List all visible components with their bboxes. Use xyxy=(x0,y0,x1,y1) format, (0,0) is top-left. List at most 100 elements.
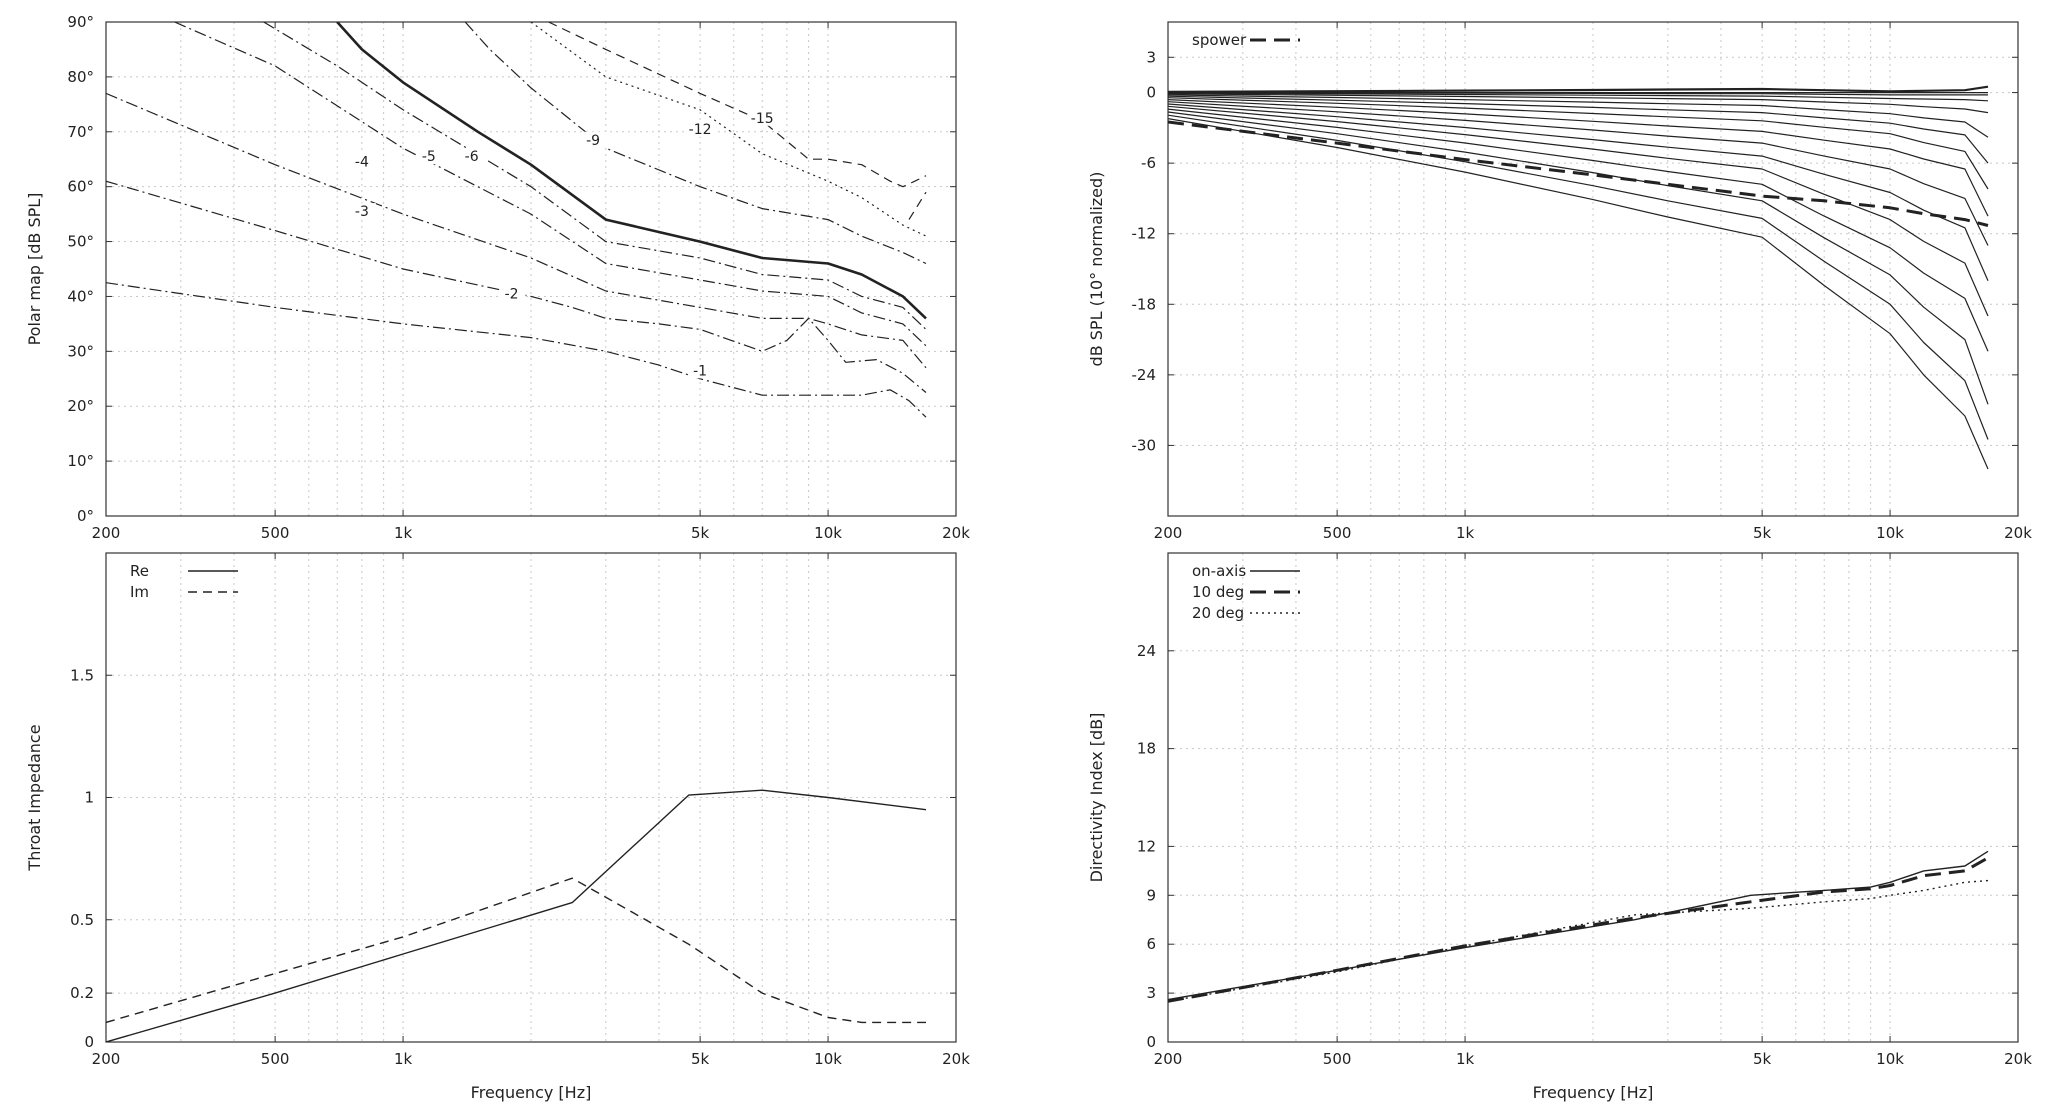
series-line-Re xyxy=(106,789,927,1042)
contour-label: -5 xyxy=(422,149,436,165)
contour-label-bg xyxy=(581,131,608,148)
y-tick-label: -18 xyxy=(1132,295,1157,313)
legend-label: 10 deg xyxy=(1192,583,1244,601)
y-tick-label: -6 xyxy=(1141,154,1156,172)
y-tick-label: 1.5 xyxy=(70,666,94,684)
x-tick-label: 200 xyxy=(1154,524,1183,542)
series-line--2 xyxy=(106,180,927,393)
contour-label: -3 xyxy=(355,204,369,220)
x-axis-label: Frequency [Hz] xyxy=(1533,1083,1654,1102)
grid-lines xyxy=(1168,22,2018,516)
plot-frame xyxy=(1167,552,2019,1043)
legend-label: 20 deg xyxy=(1192,604,1244,622)
series-line--12 xyxy=(548,22,927,188)
legend: on-axis 10 deg 20 deg xyxy=(1192,562,1300,622)
y-tick-label: 3 xyxy=(1146,48,1156,66)
y-axis-label: Throat Impedance xyxy=(25,724,44,871)
legend-label: Re xyxy=(130,562,149,580)
plot-frame xyxy=(1167,21,2019,517)
x-tick-label: 500 xyxy=(261,1050,290,1068)
plot-area: -1 -2 -3 -4 -5 -6 -9 -12 -15 xyxy=(106,22,927,418)
y-tick-label: 18 xyxy=(1137,740,1156,758)
y-tick-label: -24 xyxy=(1132,366,1157,384)
plot-area xyxy=(1168,85,1989,470)
y-tick-label: 6 xyxy=(1146,935,1156,953)
y-tick-label: 20° xyxy=(67,397,94,415)
series-line-9 xyxy=(908,191,927,220)
x-tick-label: 20k xyxy=(942,1050,970,1068)
series-line--3 xyxy=(106,92,927,369)
contour-label-bg xyxy=(750,109,777,126)
series-line--9 xyxy=(464,22,927,265)
legend-label: on-axis xyxy=(1192,562,1246,580)
series-line-10 xyxy=(1168,103,1989,282)
legend: spower xyxy=(1192,31,1300,49)
legend: Re Im xyxy=(130,562,238,601)
y-tick-label: 0 xyxy=(1146,1033,1156,1051)
y-tick-label: 40° xyxy=(67,287,94,305)
series-line-20 deg xyxy=(1168,879,1989,1002)
y-axis-label: dB SPL (10° normalized) xyxy=(1087,172,1106,367)
legend-label: spower xyxy=(1192,31,1247,49)
plot-area xyxy=(106,789,927,1042)
series-line-0 xyxy=(1168,85,1989,93)
y-tick-label: 24 xyxy=(1137,642,1156,660)
grid-lines xyxy=(106,553,956,1042)
y-tick-label: 3 xyxy=(1146,984,1156,1002)
contour-label: -15 xyxy=(751,111,774,127)
series-line-5 xyxy=(1168,94,1989,138)
contour-label-bg xyxy=(349,153,376,170)
contour-label-bg xyxy=(688,120,715,137)
y-tick-label: 1 xyxy=(84,789,94,807)
contour-label: -9 xyxy=(586,133,600,149)
x-tick-label: 20k xyxy=(2004,1050,2032,1068)
x-tick-label: 10k xyxy=(814,524,842,542)
y-tick-label: 30° xyxy=(67,342,94,360)
x-tick-label: 20k xyxy=(2004,524,2032,542)
x-tick-label: 1k xyxy=(1456,524,1475,542)
contour-label: -12 xyxy=(689,122,712,138)
x-tick-label: 1k xyxy=(394,524,413,542)
series-line--1 xyxy=(106,282,927,418)
y-tick-label: 0° xyxy=(77,507,94,525)
series-line-3 xyxy=(1168,92,1989,102)
contour-label: -1 xyxy=(693,363,707,379)
y-tick-label: 0 xyxy=(84,1033,94,1051)
x-tick-label: 500 xyxy=(1323,524,1352,542)
series-line-4 xyxy=(1168,93,1989,114)
y-tick-label: 10° xyxy=(67,452,94,470)
series-line-6 xyxy=(1168,95,1989,164)
series-line-2 xyxy=(1168,92,1988,96)
contour-label: -6 xyxy=(465,149,479,165)
contour-label: -2 xyxy=(505,286,519,302)
series-line-7 xyxy=(1168,97,1989,190)
x-tick-label: 5k xyxy=(1753,1050,1772,1068)
x-tick-label: 500 xyxy=(1323,1050,1352,1068)
series-line-11 xyxy=(1168,105,1989,317)
y-tick-label: 0.2 xyxy=(70,984,94,1002)
x-tick-label: 500 xyxy=(261,524,290,542)
series-line-13 xyxy=(1168,111,1989,405)
y-tick-label: 60° xyxy=(67,178,94,196)
y-tick-label: 70° xyxy=(67,123,94,141)
series-line-15 xyxy=(1168,118,1989,470)
y-axis-label: Polar map [dB SPL] xyxy=(25,193,44,346)
contour-label-bg xyxy=(688,362,715,379)
x-tick-label: 10k xyxy=(1876,1050,1904,1068)
x-tick-label: 1k xyxy=(394,1050,413,1068)
series-line-8 xyxy=(1168,99,1989,217)
x-tick-label: 5k xyxy=(1753,524,1772,542)
series-line-10 deg xyxy=(1168,856,1989,1003)
chart-panel-normalized-spl: 200 500 1k 5k 10k 20k 3 0 -6 -12 -18 -24 -30 dB SPL (… xyxy=(1087,21,2032,542)
x-axis-label: Frequency [Hz] xyxy=(471,1083,592,1102)
series-line-Im xyxy=(106,877,926,1024)
y-tick-label: -12 xyxy=(1132,225,1157,243)
y-tick-label: 9 xyxy=(1146,886,1156,904)
x-tick-label: 5k xyxy=(691,1050,710,1068)
y-tick-label: 0 xyxy=(1146,84,1156,102)
chart-panel-polar-map: 200 500 1k 5k 10k 20k 0° 10° 20° 30° 40° 50° 60° 70° 8… xyxy=(25,13,970,542)
series-line--15 xyxy=(530,22,927,237)
series-line-9 xyxy=(1168,101,1989,246)
